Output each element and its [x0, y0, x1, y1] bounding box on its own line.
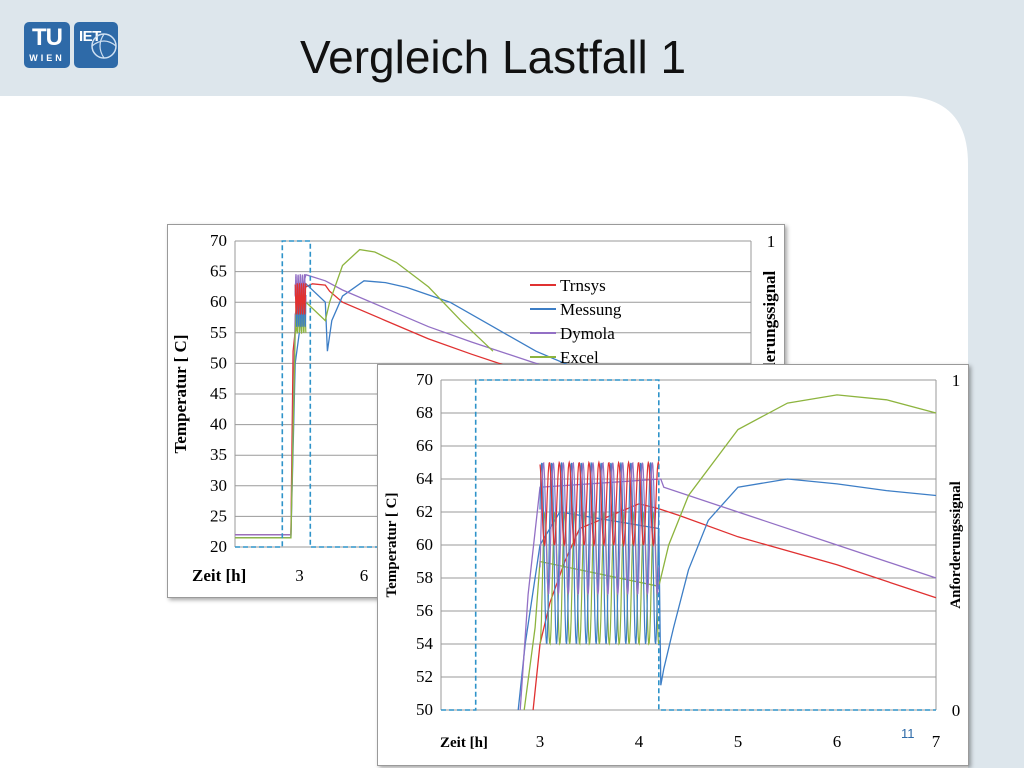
- oscillation-dymola: [539, 461, 660, 596]
- y-tick-label: 40: [210, 415, 227, 434]
- x-tick-label: 4: [635, 732, 644, 751]
- tu-logo-subtext: WIEN: [29, 53, 65, 63]
- oscillation-messung: [539, 462, 660, 645]
- iet-logo-text: IET: [79, 28, 101, 45]
- series-line-anforderungssignal: [235, 240, 579, 548]
- iet-logo: IET: [74, 22, 118, 68]
- series-line-dymola: [519, 478, 937, 711]
- y-axis-label: Temperatur [ C]: [171, 335, 190, 454]
- y-tick-label: 50: [416, 700, 433, 719]
- series-line-anforderungssignal: [441, 379, 936, 711]
- series-line-excel: [523, 394, 937, 711]
- y-tick-label: 70: [416, 370, 433, 389]
- legend-label-dymola: Dymola: [560, 324, 615, 343]
- legend-label-trnsys: Trnsys: [560, 276, 606, 295]
- y-tick-label: 60: [210, 292, 227, 311]
- x-axis-label: Zeit [h]: [440, 735, 488, 751]
- y2-tick-label: 1: [952, 371, 961, 390]
- y-tick-label: 50: [210, 353, 227, 372]
- series-line-messung: [235, 280, 580, 539]
- legend-label-excel: Excel: [560, 348, 599, 367]
- y-tick-label: 60: [416, 535, 433, 554]
- y-tick-label: 68: [416, 403, 433, 422]
- y-tick-label: 25: [210, 506, 227, 525]
- page-number: 11: [901, 726, 915, 741]
- y-tick-label: 35: [210, 445, 227, 464]
- chart-panel-zoom: 70 68 66 64 62 60 58 56 54 52 50 1 0 3 4 5 6 7 Zeit [h] Tem…: [377, 364, 969, 766]
- y-tick-label: 45: [210, 384, 227, 403]
- y-tick-label: 64: [416, 469, 434, 488]
- x-tick-label: 6: [833, 732, 842, 751]
- tu-logo-text: TU: [32, 24, 63, 51]
- oscillation-trnsys: [294, 282, 307, 315]
- tu-wien-logo: TU WIEN: [24, 22, 70, 68]
- y-tick-label: 66: [416, 436, 433, 455]
- y-tick-label: 30: [210, 476, 227, 495]
- y-tick-label: 58: [416, 568, 433, 587]
- x-tick-label: 7: [932, 732, 941, 751]
- y-tick-label: 55: [210, 323, 227, 342]
- x-tick-label: 3: [536, 732, 545, 751]
- iet-globe-icon: [91, 33, 117, 59]
- y-tick-label: 52: [416, 667, 433, 686]
- y-tick-label: 56: [416, 601, 433, 620]
- y-axis-label: Temperatur [ C]: [384, 493, 400, 598]
- y-tick-label: 65: [210, 262, 227, 281]
- y-tick-label: 54: [416, 634, 434, 653]
- y2-axis-label: Anforderungssignal: [948, 481, 964, 609]
- x-tick-label: 6: [360, 566, 369, 585]
- y-tick-label: 62: [416, 502, 433, 521]
- oscillation-excel: [539, 511, 660, 646]
- slide-title: Vergleich Lastfall 1: [300, 31, 687, 83]
- y-tick-label: 70: [210, 231, 227, 250]
- oscillation-trnsys: [539, 460, 660, 548]
- y2-tick-label: 0: [952, 701, 961, 720]
- series-line-trnsys: [235, 283, 580, 536]
- y2-tick-label: 1: [767, 232, 776, 251]
- x-tick-label: 5: [734, 732, 743, 751]
- y-tick-label: 20: [210, 537, 227, 556]
- legend-label-messung: Messung: [560, 300, 622, 319]
- x-tick-label: 3: [295, 566, 304, 585]
- x-axis-label: Zeit [h]: [192, 566, 246, 585]
